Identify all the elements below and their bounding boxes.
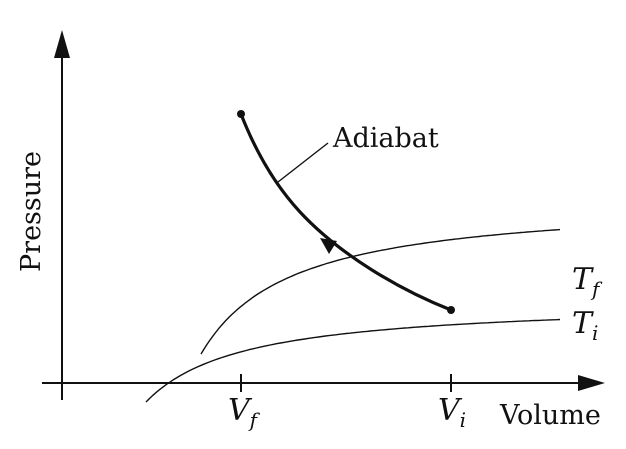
- isotherm-final-label: Tf: [572, 262, 603, 301]
- isotherm-final-curve: [200, 228, 561, 355]
- point-initial-state: [447, 306, 455, 314]
- isotherm-initial-label: Ti: [572, 306, 598, 345]
- y-axis-arrow: [54, 30, 70, 58]
- adiabat-curve: [239, 113, 452, 312]
- adiabat-label: Adiabat: [332, 123, 439, 154]
- x-tick-label-vi: Vi: [438, 393, 466, 432]
- x-tick-label-vf: Vf: [228, 393, 261, 432]
- x-axis-arrow: [578, 375, 605, 391]
- point-final-state: [237, 110, 245, 118]
- y-axis-label: Pressure: [16, 151, 47, 272]
- adiabat-direction-arrow: [320, 238, 337, 254]
- isotherm-initial-curve: [145, 318, 561, 403]
- x-axis-label: Volume: [499, 400, 601, 431]
- adiabat-leader-line: [277, 142, 329, 183]
